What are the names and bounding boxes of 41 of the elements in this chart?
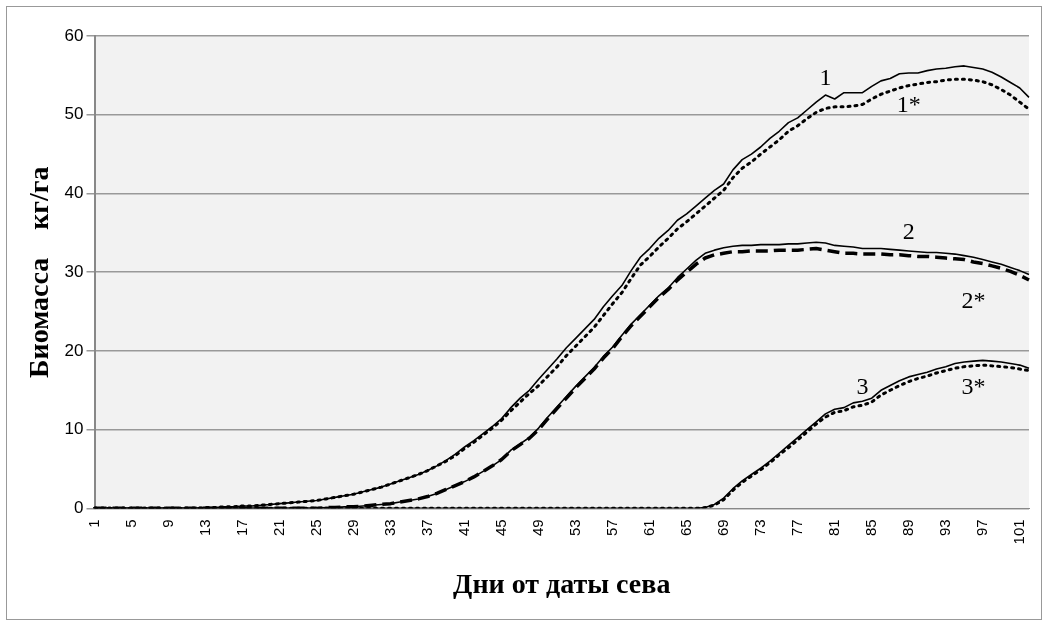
x-tick-label: 93 (935, 519, 953, 537)
y-tick-label: 20 (64, 340, 84, 360)
x-tick-label: 81 (824, 519, 842, 537)
x-tick-label: 69 (713, 519, 731, 537)
x-tick-label: 13 (195, 519, 213, 537)
y-tick-label: 60 (64, 25, 84, 45)
x-tick-label: 41 (454, 519, 472, 537)
y-tick-label: 30 (64, 261, 84, 281)
series-label: 1* (896, 90, 921, 117)
x-tick-label: 53 (565, 519, 583, 537)
x-tick-label: 85 (861, 519, 879, 537)
x-tick-label: 37 (417, 519, 435, 537)
x-tick-label: 1 (84, 519, 102, 528)
series-label: 3* (961, 373, 986, 400)
x-tick-label: 33 (380, 519, 398, 537)
x-tick-label: 17 (232, 519, 250, 537)
y-tick-label: 0 (74, 498, 84, 518)
x-tick-label: 61 (639, 519, 657, 537)
x-tick-label: 89 (898, 519, 916, 537)
series-label: 2 (902, 218, 915, 245)
x-axis-title: Дни от даты сева (453, 568, 671, 600)
x-tick-label: 25 (306, 519, 324, 537)
x-tick-label: 65 (676, 519, 694, 537)
x-tick-label: 101 (1009, 519, 1027, 545)
y-axis-title: Биомасса кг/га (23, 166, 55, 378)
x-tick-label: 5 (121, 519, 139, 528)
x-tick-label: 97 (972, 519, 990, 537)
x-tick-label: 45 (491, 519, 509, 537)
x-tick-label: 57 (602, 519, 620, 537)
series-label: 2* (961, 287, 986, 314)
series-label: 3 (856, 372, 869, 399)
x-tick-label: 77 (787, 519, 805, 537)
x-tick-label: 29 (343, 519, 361, 537)
y-tick-label: 10 (64, 419, 84, 439)
y-tick-label: 40 (64, 183, 84, 203)
x-tick-label: 21 (269, 519, 287, 537)
x-tick-label: 9 (158, 519, 176, 528)
y-tick-label: 50 (64, 104, 84, 124)
x-tick-label: 49 (528, 519, 546, 537)
series-label: 1 (819, 64, 832, 91)
x-tick-label: 73 (750, 519, 768, 537)
